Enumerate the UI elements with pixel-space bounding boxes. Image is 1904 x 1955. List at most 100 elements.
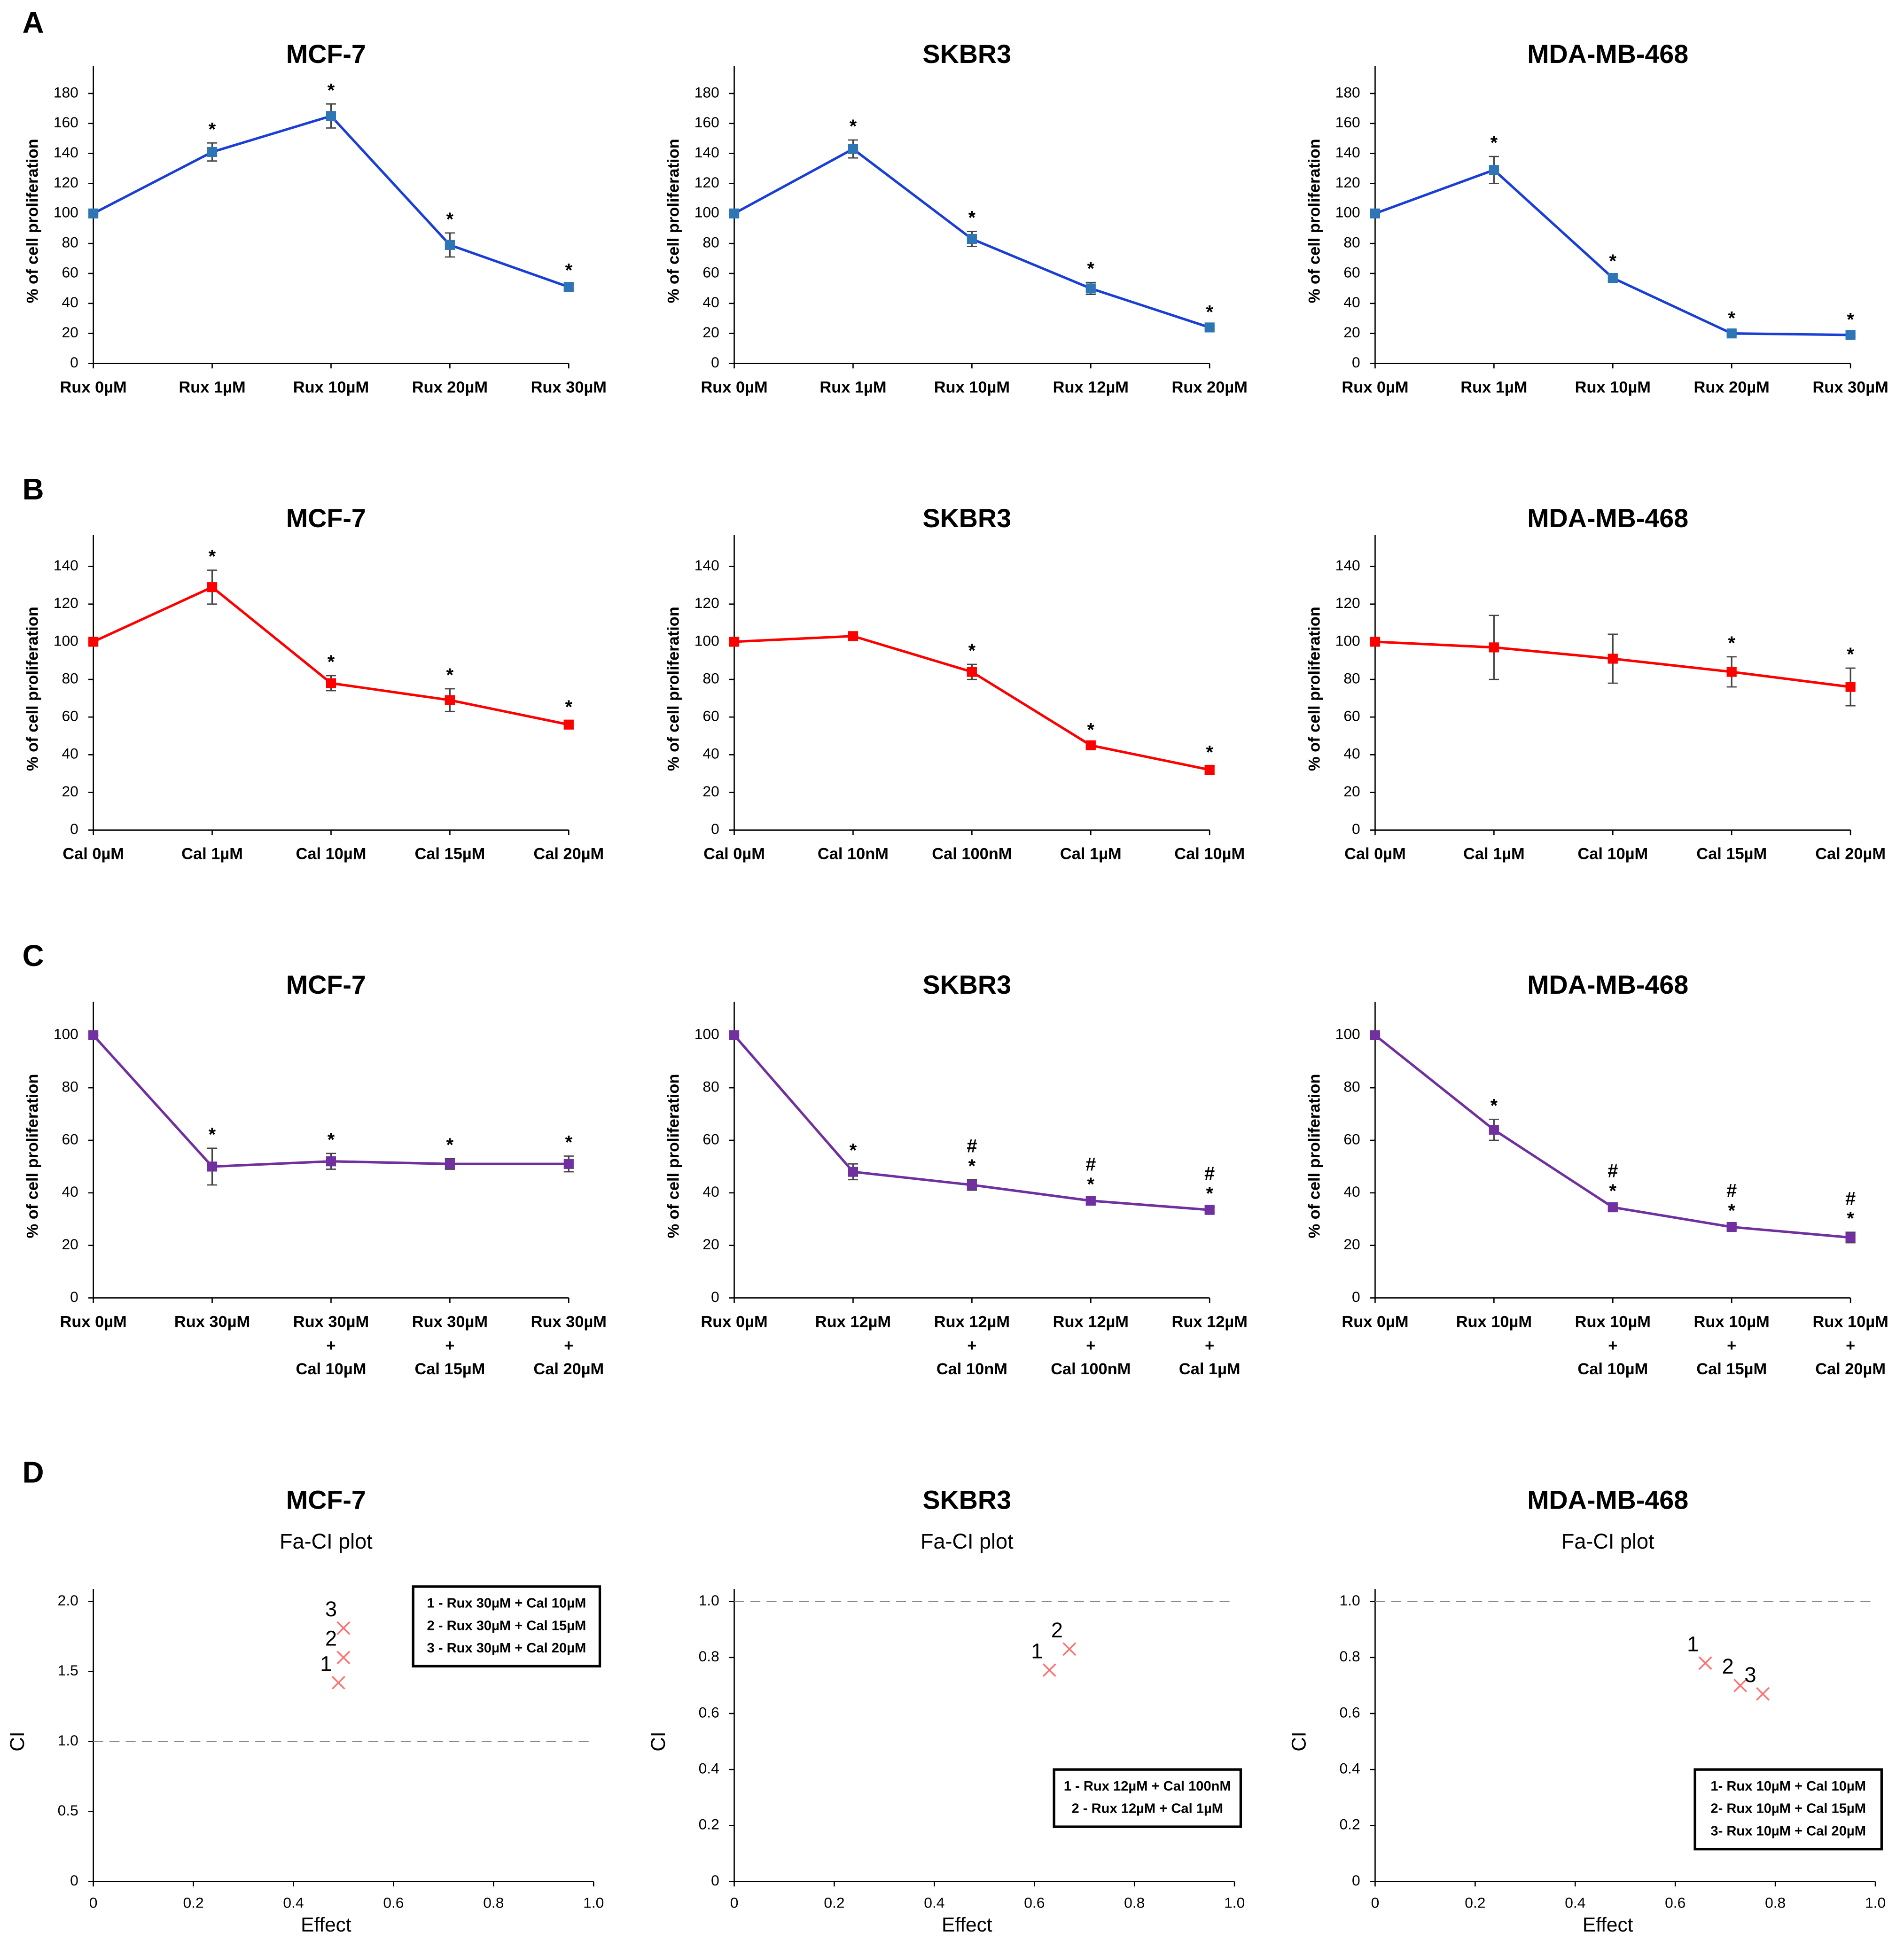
- x-tick-label: Cal 10nM: [936, 1360, 1007, 1378]
- panel-label: A: [23, 6, 44, 39]
- y-tick-label: 20: [1343, 324, 1360, 341]
- x-tick-label: Cal 20µM: [533, 845, 604, 863]
- y-tick-label: 80: [702, 234, 719, 251]
- x-tick-label: Cal 1µM: [1463, 845, 1525, 863]
- marker: [1726, 667, 1737, 677]
- y-tick-label: 60: [702, 1130, 719, 1147]
- y-tick-label: 160: [54, 114, 78, 131]
- y-tick-label: 80: [1343, 234, 1360, 251]
- x-tick-label: 0: [89, 1894, 98, 1911]
- marker: [1085, 283, 1096, 294]
- x-tick-label: Rux 20µM: [412, 379, 488, 397]
- x-tick-label: Rux 10µM: [1575, 1313, 1651, 1331]
- significance-mark: *: [1847, 1208, 1854, 1229]
- y-axis-label: % of cell proliferation: [665, 607, 683, 771]
- marker: [1489, 165, 1499, 175]
- y-tick-label: 60: [1343, 264, 1360, 280]
- significance-mark: *: [968, 208, 976, 228]
- y-tick-label: 60: [1343, 1130, 1360, 1147]
- marker: [967, 234, 977, 244]
- marker: [445, 695, 455, 705]
- significance-mark: #: [1726, 1181, 1737, 1201]
- panel-label: D: [23, 1456, 44, 1489]
- marker: [1370, 637, 1381, 647]
- y-tick-label: 0: [711, 1872, 719, 1889]
- point: [1698, 1656, 1712, 1670]
- marker: [207, 582, 218, 592]
- significance-mark: #: [1845, 1188, 1856, 1209]
- x-tick-label: Rux 0µM: [701, 379, 767, 397]
- x-tick-label: 1.0: [1224, 1894, 1245, 1911]
- x-tick-label: Rux 30µM: [1812, 379, 1888, 397]
- y-axis-label: % of cell proliferation: [1305, 607, 1323, 771]
- line: [93, 114, 570, 288]
- y-tick-label: 0: [70, 1288, 78, 1305]
- y-tick-label: 0.4: [1339, 1760, 1360, 1777]
- marker: [1607, 273, 1618, 283]
- y-tick-label: 40: [702, 294, 719, 311]
- legend-text: 3- Rux 10µM + Cal 20µM: [1710, 1823, 1866, 1838]
- y-tick-label: 20: [1343, 1236, 1360, 1253]
- y-tick-label: 40: [702, 745, 719, 762]
- point: [336, 1621, 351, 1635]
- x-tick-label: 0.8: [483, 1894, 504, 1911]
- x-tick-label: Cal 10µM: [296, 845, 367, 863]
- significance-mark: *: [1087, 258, 1095, 279]
- significance-mark: *: [968, 640, 976, 661]
- x-tick-label: Cal 10µM: [1577, 845, 1648, 863]
- legend-text: 1- Rux 10µM + Cal 10µM: [1710, 1779, 1866, 1794]
- marker: [1370, 1030, 1381, 1040]
- y-tick-label: 140: [54, 144, 78, 161]
- marker: [1607, 1202, 1618, 1213]
- y-tick-label: 40: [62, 294, 78, 311]
- y-tick-label: 0: [1352, 820, 1360, 837]
- x-tick-label: Cal 100nM: [1051, 1360, 1131, 1378]
- significance-mark: *: [565, 260, 573, 280]
- x-tick-label: Rux 1µM: [819, 379, 886, 397]
- y-tick-label: 40: [62, 745, 78, 762]
- significance-mark: #: [1204, 1163, 1215, 1184]
- y-tick-label: 60: [1343, 708, 1360, 724]
- marker: [445, 1159, 455, 1169]
- significance-mark: *: [1087, 719, 1095, 740]
- chart-title: MCF-7: [286, 1485, 366, 1514]
- marker: [88, 208, 99, 218]
- significance-mark: *: [446, 665, 454, 685]
- point-label: 2: [1722, 1654, 1734, 1678]
- x-tick-label: Cal 15µM: [1696, 1360, 1767, 1378]
- x-tick-label: 0.2: [1465, 1894, 1485, 1911]
- chart-title: MDA-MB-468: [1527, 504, 1688, 533]
- significance-mark: *: [850, 1140, 857, 1161]
- y-tick-label: 100: [694, 632, 719, 649]
- y-tick-label: 40: [62, 1183, 78, 1200]
- y-tick-label: 100: [1335, 632, 1360, 649]
- legend-text: 1 - Rux 12µM + Cal 100nM: [1064, 1779, 1231, 1794]
- significance-mark: *: [209, 1124, 216, 1145]
- x-tick-label: 0.6: [1665, 1894, 1686, 1911]
- y-tick-label: 140: [694, 144, 719, 161]
- point: [1042, 1663, 1056, 1677]
- x-tick-label: +: [326, 1337, 336, 1355]
- x-tick-label: Rux 30µM: [531, 379, 607, 397]
- legend-box: [412, 1585, 601, 1668]
- y-tick-label: 100: [1335, 204, 1360, 221]
- x-tick-label: +: [1846, 1337, 1855, 1355]
- chart-title: MDA-MB-468: [1527, 970, 1688, 999]
- y-axis-label: % of cell proliferation: [665, 1074, 683, 1238]
- significance-mark: *: [1206, 302, 1213, 323]
- x-tick-label: Cal 20µM: [1815, 1360, 1886, 1378]
- significance-mark: *: [1206, 742, 1213, 763]
- legend-text: 2 - Rux 12µM + Cal 1µM: [1072, 1801, 1223, 1816]
- significance-mark: *: [328, 652, 335, 672]
- y-tick-label: 180: [694, 84, 719, 101]
- chart-title: MDA-MB-468: [1527, 1485, 1688, 1514]
- x-tick-label: 0.8: [1124, 1894, 1145, 1911]
- y-tick-label: 80: [1343, 670, 1360, 686]
- y-tick-label: 1.0: [699, 1592, 719, 1609]
- significance-mark: *: [446, 209, 454, 230]
- y-tick-label: 100: [1335, 1026, 1360, 1043]
- x-tick-label: +: [1205, 1337, 1214, 1355]
- significance-mark: *: [1847, 644, 1854, 665]
- marker: [848, 631, 858, 641]
